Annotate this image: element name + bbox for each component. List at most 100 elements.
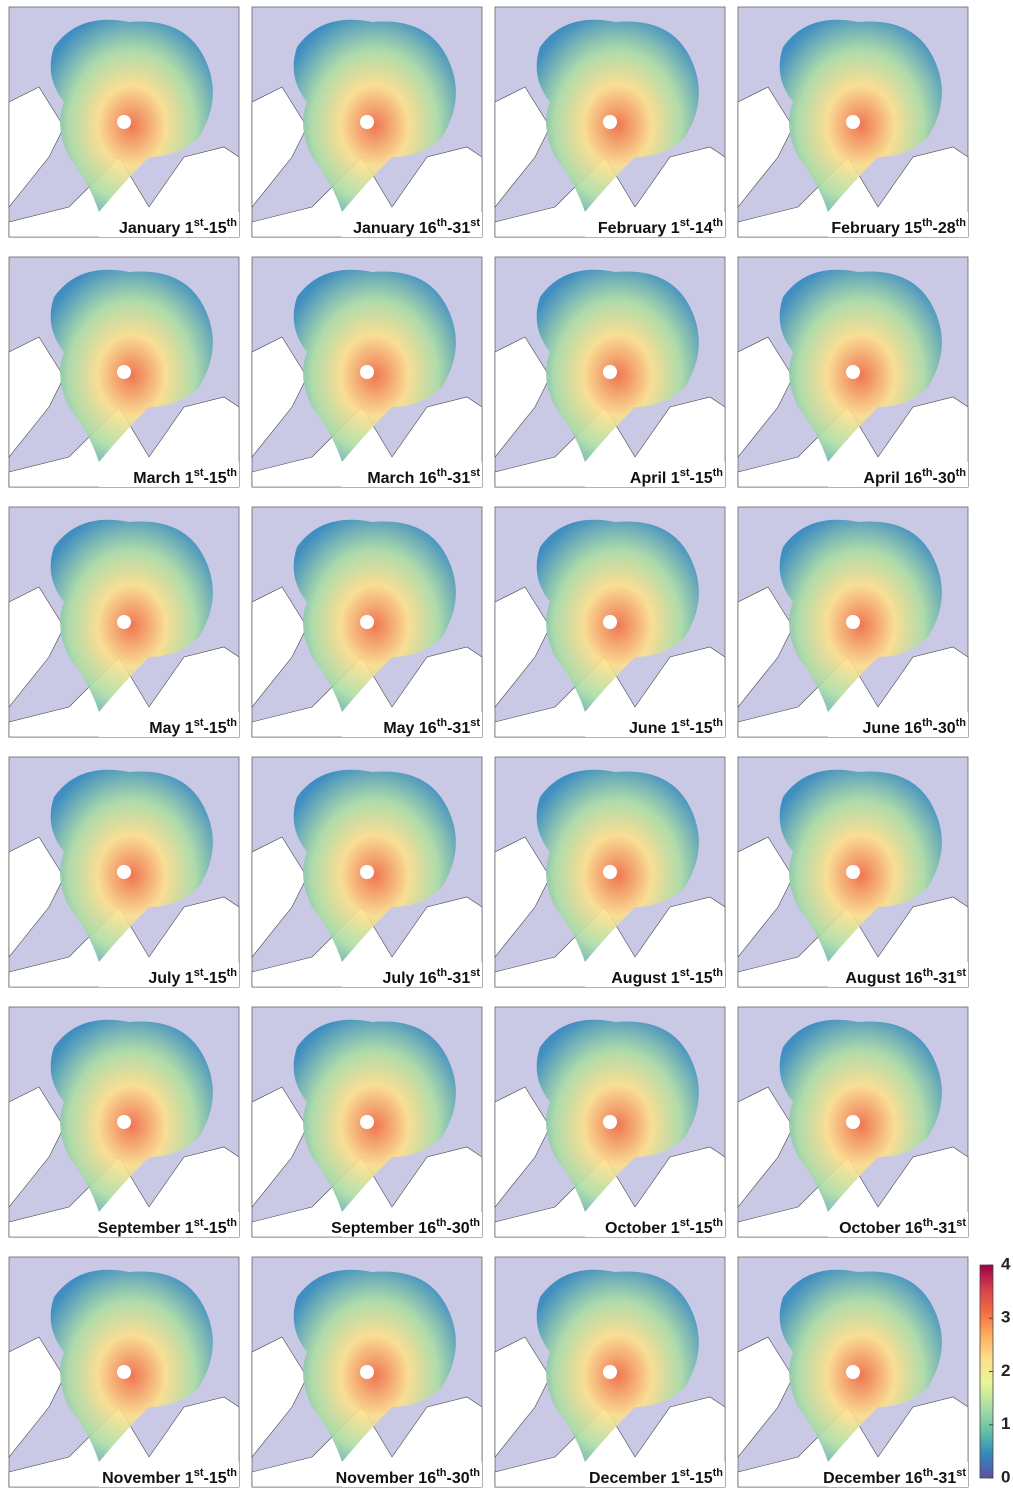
panel-label: August 1st-15th	[611, 967, 723, 987]
label-part: November 16	[336, 1470, 437, 1487]
label-part: st	[680, 717, 690, 729]
map-panel: May 16th-31st	[252, 507, 482, 737]
label-part: December 16	[823, 1470, 923, 1487]
pole-hole	[603, 865, 617, 879]
pole-hole	[117, 1115, 131, 1129]
panel-label: March 16th-31st	[367, 467, 480, 487]
label-part: st	[194, 717, 204, 729]
label-part: -30	[932, 720, 955, 737]
panel-label: November 1st-15th	[102, 1467, 237, 1487]
label-part: st	[194, 467, 204, 479]
label-part: -15	[203, 1220, 226, 1237]
label-part: -15	[689, 970, 712, 987]
label-part: -31	[933, 1470, 956, 1487]
label-part: th	[713, 717, 724, 729]
label-part: th	[227, 217, 238, 229]
map-panel: February 1st-14th	[495, 7, 725, 237]
panel-label: January 1st-15th	[119, 217, 237, 237]
label-part: st	[956, 967, 966, 979]
label-part: st	[470, 217, 480, 229]
label-part: th	[956, 217, 967, 229]
panel-label: October 16th-31st	[839, 1217, 966, 1237]
label-part: th	[923, 967, 934, 979]
label-part: th	[436, 1217, 447, 1229]
label-part: th	[437, 967, 448, 979]
panel-label: May 16th-31st	[383, 717, 480, 737]
map-panel: July 16th-31st	[252, 757, 482, 987]
label-part: th	[437, 467, 448, 479]
map-panel: May 1st-15th	[9, 507, 239, 737]
map-panel: September 16th-30th	[252, 1007, 482, 1237]
label-part: April 16	[863, 470, 922, 487]
panel-label: January 16th-31st	[353, 217, 480, 237]
label-part: March 1	[133, 470, 194, 487]
label-part: st	[680, 967, 690, 979]
map-panel: April 1st-15th	[495, 257, 725, 487]
panel-label: September 16th-30th	[331, 1217, 480, 1237]
panel-label: December 1st-15th	[589, 1467, 723, 1487]
label-part: September 16	[331, 1220, 436, 1237]
label-part: st	[680, 1467, 690, 1479]
map-panel: March 16th-31st	[252, 257, 482, 487]
label-part: th	[227, 717, 238, 729]
panel-label: December 16th-31st	[823, 1467, 966, 1487]
label-part: February 15	[831, 220, 922, 237]
map-panel: March 1st-15th	[9, 257, 239, 487]
map-panel: November 16th-30th	[252, 1257, 482, 1487]
label-part: th	[922, 217, 933, 229]
pole-hole	[846, 1365, 860, 1379]
label-part: th	[713, 467, 724, 479]
label-part: -28	[932, 220, 955, 237]
colorbar-tick-label: 2	[1001, 1361, 1010, 1380]
pole-hole	[603, 1365, 617, 1379]
panel-label: February 1st-14th	[598, 217, 723, 237]
label-part: st	[470, 967, 480, 979]
label-part: st	[470, 717, 480, 729]
pole-hole	[603, 365, 617, 379]
label-part: September 1	[98, 1220, 194, 1237]
label-part: th	[227, 467, 238, 479]
label-part: th	[713, 967, 724, 979]
pole-hole	[603, 115, 617, 129]
label-part: -15	[689, 1220, 712, 1237]
panel-label: September 1st-15th	[98, 1217, 238, 1237]
pole-hole	[846, 115, 860, 129]
label-part: th	[922, 467, 933, 479]
label-part: -31	[933, 1220, 956, 1237]
pole-hole	[117, 365, 131, 379]
label-part: May 1	[149, 720, 194, 737]
panel-label: July 1st-15th	[148, 967, 237, 987]
map-panel: February 15th-28th	[738, 7, 968, 237]
colorbar-tick-label: 1	[1001, 1414, 1010, 1433]
colorbar-tick-label: 0	[1001, 1467, 1010, 1486]
label-part: st	[956, 1467, 966, 1479]
label-part: th	[227, 1217, 238, 1229]
label-part: July 16	[382, 970, 436, 987]
pole-hole	[360, 365, 374, 379]
pole-hole	[360, 615, 374, 629]
label-part: -15	[203, 1470, 226, 1487]
label-part: st	[194, 1467, 204, 1479]
pole-hole	[360, 115, 374, 129]
label-part: -15	[689, 470, 712, 487]
label-part: -15	[203, 470, 226, 487]
label-part: th	[956, 717, 967, 729]
map-panel: October 1st-15th	[495, 1007, 725, 1237]
label-part: -30	[446, 1220, 469, 1237]
label-part: th	[922, 717, 933, 729]
colorbar-tick-label: 4	[1001, 1254, 1011, 1273]
label-part: -31	[447, 220, 470, 237]
label-part: March 16	[367, 470, 436, 487]
label-part: -15	[203, 720, 226, 737]
label-part: th	[470, 1467, 481, 1479]
pole-hole	[117, 865, 131, 879]
label-part: st	[680, 217, 690, 229]
pole-hole	[603, 1115, 617, 1129]
label-part: th	[227, 1467, 238, 1479]
label-part: December 1	[589, 1470, 680, 1487]
panel-label: October 1st-15th	[605, 1217, 723, 1237]
label-part: st	[470, 467, 480, 479]
pole-hole	[846, 615, 860, 629]
label-part: st	[194, 967, 204, 979]
panel-label: June 16th-30th	[863, 717, 967, 737]
